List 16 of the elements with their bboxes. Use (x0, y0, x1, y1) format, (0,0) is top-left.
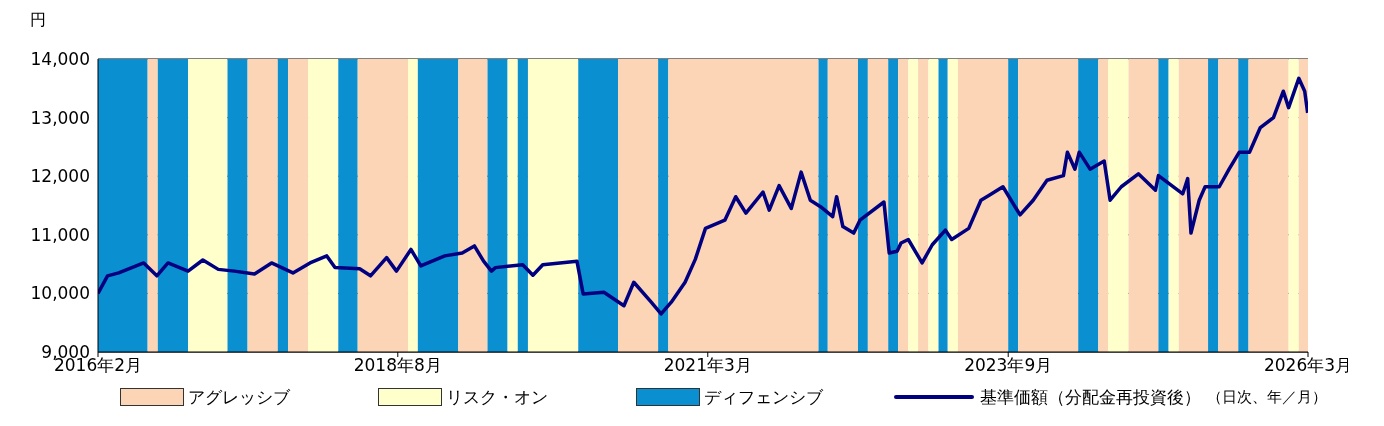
legend-label: 基準価額（分配金再投資後） (980, 385, 1201, 409)
x-tick-label: 2026年3月 (1263, 355, 1353, 376)
line-series (98, 76, 1308, 316)
legend-label: リスク・オン (446, 385, 548, 409)
y-axis-title: 円 (30, 10, 46, 31)
y-tick-label: 12,000 (30, 166, 90, 187)
legend-label: ディフェンシブ (704, 385, 823, 409)
x-tick-label: 2021年3月 (663, 355, 752, 376)
y-tick-label: 10,000 (30, 283, 90, 304)
x-tick-label: 2023年9月 (964, 355, 1053, 376)
band-label: アグレッシブ (188, 385, 290, 409)
y-tick-label: 11,000 (30, 224, 90, 245)
y-tick-label: 14,000 (30, 49, 90, 70)
y-tick-label: 13,000 (30, 107, 90, 128)
x-tick-label: 2018年8月 (353, 355, 442, 376)
text: （日次、年／月） (1207, 387, 1327, 407)
